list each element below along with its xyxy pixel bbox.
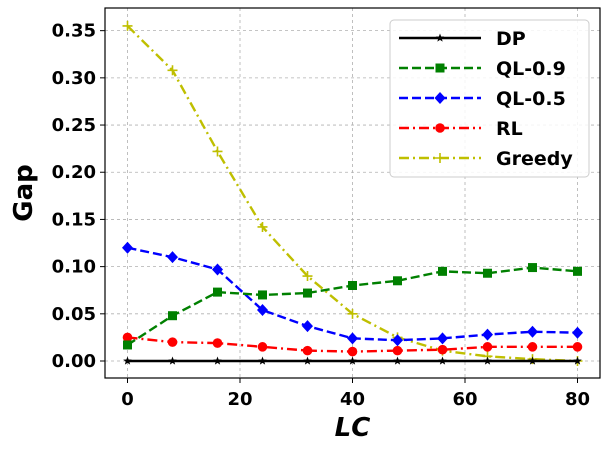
y-tick-label: 0.00 [52, 351, 96, 372]
data-point-marker [122, 332, 133, 343]
data-point-marker [527, 342, 538, 352]
series-lines [122, 20, 583, 367]
y-tick-label: 0.05 [52, 304, 96, 325]
data-point-marker [438, 356, 447, 365]
data-point-marker [482, 342, 493, 352]
legend-item: RL [399, 118, 523, 140]
data-point-marker [482, 328, 493, 341]
data-point-marker [438, 266, 447, 276]
data-point-marker [435, 153, 445, 163]
data-point-marker [302, 320, 313, 333]
y-tick-label: 0.15 [52, 209, 96, 230]
legend-item: Greedy [399, 148, 573, 170]
axis-ticks: 0 20 40 60 80 0.00 0.05 0.10 0.15 0.20 0.25 0.30 0.3… [52, 21, 590, 410]
data-point-marker [213, 356, 222, 365]
data-point-marker [528, 356, 537, 365]
legend-item: QL-0.5 [399, 88, 566, 110]
data-point-marker [572, 326, 583, 339]
x-tick-label: 40 [340, 389, 365, 410]
data-point-marker [393, 356, 402, 365]
series-ql-0-9 [123, 263, 582, 350]
data-point-marker [392, 334, 403, 347]
data-point-marker [347, 308, 358, 319]
x-tick-label: 0 [121, 389, 134, 410]
data-point-marker [483, 268, 492, 278]
y-axis-title: Gap [9, 164, 39, 222]
x-tick-label: 20 [227, 389, 252, 410]
data-point-marker [303, 356, 312, 365]
data-point-marker [213, 287, 222, 297]
data-point-marker [392, 345, 403, 356]
data-point-marker [257, 342, 268, 352]
series-ql-0-5 [122, 241, 583, 347]
data-point-marker [258, 290, 267, 300]
x-axis-title: LC [335, 413, 371, 443]
data-point-marker [435, 63, 445, 73]
legend-label: QL-0.9 [496, 58, 566, 80]
data-point-marker [212, 338, 223, 348]
data-point-marker [573, 266, 582, 276]
data-point-marker [167, 337, 178, 347]
data-point-marker [302, 345, 313, 356]
legend-box [389, 19, 590, 178]
data-point-marker [347, 332, 358, 345]
data-point-marker [437, 344, 448, 355]
data-point-marker [434, 92, 446, 104]
data-point-marker [483, 356, 492, 365]
data-point-marker [393, 276, 402, 286]
data-point-marker [572, 342, 583, 352]
legend: DP QL-0.9 QL-0.5 RL Greedy [389, 19, 590, 178]
data-point-marker [435, 123, 445, 133]
data-point-marker [123, 356, 132, 365]
x-tick-label: 80 [565, 389, 590, 410]
data-point-marker [122, 241, 133, 254]
data-point-marker [437, 332, 448, 345]
legend-label: QL-0.5 [496, 88, 566, 110]
y-tick-label: 0.10 [52, 257, 96, 278]
data-point-marker [303, 288, 312, 298]
y-tick-label: 0.20 [52, 162, 96, 183]
data-point-marker [168, 356, 177, 365]
x-tick-label: 60 [452, 389, 477, 410]
data-point-marker [347, 346, 358, 357]
data-point-marker [122, 20, 133, 31]
data-point-marker [167, 251, 178, 264]
data-point-marker [257, 304, 268, 317]
data-point-marker [212, 146, 223, 157]
data-point-marker [528, 263, 537, 273]
data-point-marker [123, 340, 132, 350]
data-point-marker [435, 33, 445, 42]
data-point-marker [212, 263, 223, 276]
data-point-marker [302, 271, 313, 282]
series-dp [123, 356, 582, 365]
data-point-marker [348, 356, 357, 365]
data-point-marker [167, 65, 178, 76]
legend-item: QL-0.9 [399, 58, 566, 80]
y-tick-label: 0.25 [52, 115, 96, 136]
legend-item: DP [399, 28, 526, 50]
data-point-marker [573, 356, 582, 365]
data-point-marker [527, 325, 538, 338]
data-point-marker [257, 221, 268, 232]
data-point-marker [258, 356, 267, 365]
data-point-marker [348, 281, 357, 290]
data-point-marker [168, 311, 177, 321]
y-tick-label: 0.30 [52, 68, 96, 89]
y-tick-label: 0.35 [52, 21, 96, 42]
legend-label: DP [496, 28, 526, 50]
series-rl [122, 332, 583, 357]
legend-label: RL [496, 118, 523, 140]
legend-label: Greedy [496, 148, 573, 170]
